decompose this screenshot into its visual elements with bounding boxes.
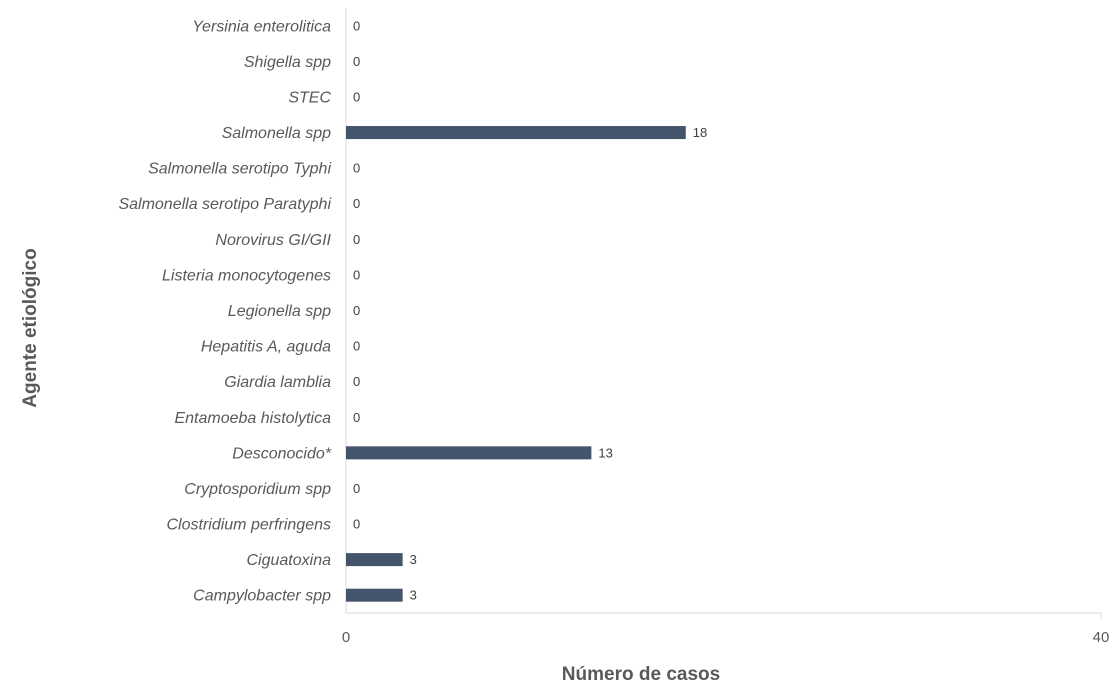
category-label: Cryptosporidium spp [184,481,331,498]
data-label: 0 [353,517,360,532]
category-label: Legionella spp [228,303,331,320]
category-label: Hepatitis A, aguda [201,339,331,356]
data-label: 3 [410,588,417,603]
category-label: Desconocido* [232,445,332,462]
bar [346,126,686,140]
data-label: 0 [353,267,360,282]
category-label: STEC [288,89,331,106]
category-label: Campylobacter spp [193,588,331,605]
data-label: 0 [353,196,360,211]
data-label: 0 [353,481,360,496]
x-tick-label: 0 [342,629,350,646]
data-label: 0 [353,232,360,247]
category-label: Entamoeba histolytica [174,410,331,427]
x-axis-title: Número de casos [562,664,720,681]
plot-area: 0 40 Yersinia enterolitica 0 Shigella spp 0 ST… [118,8,1109,646]
bar [346,553,403,567]
data-label: 0 [353,374,360,389]
category-label: Ciguatoxina [247,552,332,569]
category-label: Yersinia enterolitica [192,18,331,35]
data-label: 0 [353,18,360,33]
x-tick-label: 40 [1093,629,1110,646]
bar [346,588,403,602]
category-label: Salmonella serotipo Typhi [148,161,331,178]
category-label: Giardia lamblia [224,374,331,391]
bar [346,446,592,460]
data-label: 0 [353,410,360,425]
data-label: 0 [353,89,360,104]
category-label: Norovirus GI/GII [215,232,331,249]
data-label: 0 [353,339,360,354]
category-label: Salmonella serotipo Paratyphi [118,196,331,213]
category-label: Shigella spp [244,54,331,71]
data-label: 0 [353,161,360,176]
y-axis-title: Agente etiológico [20,248,41,407]
category-label: Listeria monocytogenes [162,267,331,284]
data-label: 0 [353,54,360,69]
data-label: 0 [353,303,360,318]
data-label: 3 [410,552,417,567]
data-label: 13 [598,445,612,460]
category-label: Clostridium perfringens [166,517,331,534]
data-label: 18 [693,125,707,140]
category-label: Salmonella spp [222,125,332,142]
